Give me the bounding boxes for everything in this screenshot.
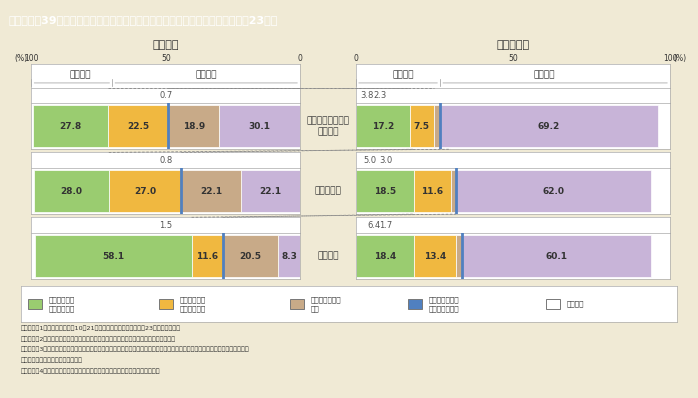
Text: 利用しにくい
雰囲気がある: 利用しにくい 雰囲気がある [179, 297, 206, 312]
Bar [356, 170, 414, 212]
Text: 制度なし: 制度なし [534, 70, 555, 79]
Text: 18.5: 18.5 [374, 187, 396, 196]
Bar [356, 105, 410, 147]
Text: 0.8: 0.8 [159, 156, 172, 165]
Bar [356, 235, 414, 277]
Text: 18.4: 18.4 [373, 252, 396, 261]
Bar [450, 170, 456, 212]
Text: 3．「育児のための勤務時間短縮」には、フレックスタイム制、始業・終業時間の繰上げ・繰下げ、所定外労働（残業）: 3．「育児のための勤務時間短縮」には、フレックスタイム制、始業・終業時間の繰上げ… [21, 347, 250, 352]
Bar [463, 235, 651, 277]
Text: 27.0: 27.0 [134, 187, 156, 196]
Text: 育児休業: 育児休業 [318, 252, 339, 261]
Bar [414, 235, 456, 277]
Text: 2．「制度があるかわからない」及び「（制度の有無が）不詳」を含まない。: 2．「制度があるかわからない」及び「（制度の有無が）不詳」を含まない。 [21, 336, 176, 341]
Text: 制度あり: 制度あり [392, 70, 414, 79]
Text: 〈非正規〉: 〈非正規〉 [496, 39, 530, 50]
Text: 11.6: 11.6 [196, 252, 218, 261]
Bar [290, 299, 304, 310]
Bar [241, 170, 300, 212]
Text: 2.3: 2.3 [373, 91, 387, 100]
Text: 〈正規〉: 〈正規〉 [153, 39, 179, 50]
Text: 28.0: 28.0 [60, 187, 82, 196]
Text: 制度なし: 制度なし [567, 301, 584, 307]
Bar [440, 105, 658, 147]
Bar [456, 235, 463, 277]
Text: 50: 50 [508, 54, 518, 63]
Bar [456, 170, 651, 212]
Text: 0: 0 [354, 54, 358, 63]
Text: 7.5: 7.5 [414, 122, 430, 131]
Text: 3.8: 3.8 [360, 91, 373, 100]
Bar [36, 235, 191, 277]
Text: 69.2: 69.2 [537, 122, 560, 131]
Text: （利用に関する
雰囲気が）不詳: （利用に関する 雰囲気が）不詳 [429, 297, 460, 312]
Text: 58.1: 58.1 [103, 252, 124, 261]
Text: の免除が含まれる。: の免除が含まれる。 [21, 357, 83, 363]
Bar [433, 105, 440, 147]
Text: 22.5: 22.5 [127, 122, 149, 131]
Bar [223, 235, 278, 277]
Text: 100: 100 [24, 54, 38, 63]
Bar [34, 170, 109, 212]
Bar [546, 299, 560, 310]
Text: 0: 0 [298, 54, 302, 63]
Bar [34, 105, 108, 147]
Text: 100: 100 [663, 54, 677, 63]
Bar [191, 235, 223, 277]
Bar [158, 299, 173, 310]
Text: 4．調査時点で妻が会社等に勤めていた夫婦を集計対象としている。: 4．調査時点で妻が会社等に勤めていた夫婦を集計対象としている。 [21, 368, 161, 374]
Text: 6.4: 6.4 [367, 221, 380, 230]
Text: 11.6: 11.6 [422, 187, 443, 196]
Text: 1.7: 1.7 [379, 221, 392, 230]
Text: 22.1: 22.1 [260, 187, 281, 196]
Text: 17.2: 17.2 [372, 122, 394, 131]
Text: 0.7: 0.7 [159, 91, 172, 100]
Text: (%): (%) [674, 54, 687, 63]
Text: （備考）　1．厚生労働省「第10回21世紀成年者縦断調査」（平成23年）より作成。: （備考） 1．厚生労働省「第10回21世紀成年者縦断調査」（平成23年）より作成… [21, 325, 181, 331]
Text: 8.3: 8.3 [281, 252, 297, 261]
Text: (%): (%) [15, 54, 28, 63]
Text: 13.4: 13.4 [424, 252, 446, 261]
Text: 18.9: 18.9 [183, 122, 205, 131]
Text: 1.5: 1.5 [159, 221, 172, 230]
Text: 20.5: 20.5 [239, 252, 261, 261]
Text: 22.1: 22.1 [200, 187, 222, 196]
Text: 50: 50 [161, 54, 170, 63]
Text: 5.0: 5.0 [364, 156, 377, 165]
Bar [414, 170, 450, 212]
Text: 制度あり: 制度あり [195, 70, 217, 79]
Text: 27.8: 27.8 [59, 122, 82, 131]
Bar [181, 170, 241, 212]
Text: 3.0: 3.0 [379, 156, 392, 165]
Bar [219, 105, 300, 147]
Bar [278, 235, 300, 277]
Text: 30.1: 30.1 [248, 122, 271, 131]
Text: 第１－特－39図　妻の職場の仕事と子育ての両立のための制度等の状況（平成23年）: 第１－特－39図 妻の職場の仕事と子育ての両立のための制度等の状況（平成23年） [8, 15, 278, 25]
Bar [410, 105, 433, 147]
Text: 短時間勤務: 短時間勤務 [315, 187, 341, 196]
Bar [27, 299, 42, 310]
Text: どちらとも言え
ない: どちらとも言え ない [311, 297, 341, 312]
Text: 利用しやすい
雰囲気がある: 利用しやすい 雰囲気がある [48, 297, 75, 312]
Text: 60.1: 60.1 [546, 252, 568, 261]
Bar [408, 299, 422, 310]
Bar [109, 170, 181, 212]
Text: 育児のための勤務
時間短縮: 育児のための勤務 時間短縮 [306, 117, 350, 136]
Bar [108, 105, 168, 147]
Text: 62.0: 62.0 [543, 187, 565, 196]
Bar [168, 105, 219, 147]
Text: 制度なし: 制度なし [69, 70, 91, 79]
